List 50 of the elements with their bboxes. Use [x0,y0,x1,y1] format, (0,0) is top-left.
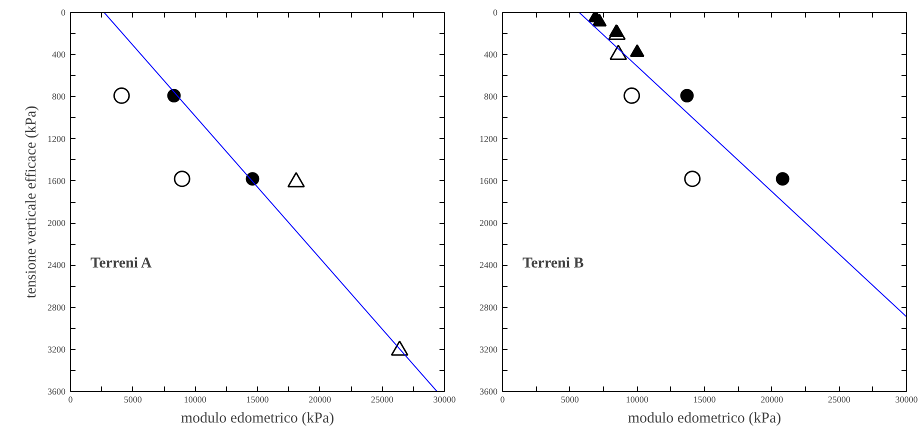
y-tick-label: 3200 [480,344,498,354]
y-tick-label: 3200 [48,344,66,354]
x-tick-label: 0 [500,394,506,404]
annotation: Terreni A [90,256,152,272]
y-axis-title: tensione verticale efficace (kPa) [24,106,40,298]
y-tick-label: 0 [61,8,66,18]
y-tick-label: 2400 [48,260,66,270]
y-tick-label: 1600 [48,176,66,186]
y-tick-label: 2000 [48,218,66,228]
x-tick-label: 10000 [184,394,207,404]
point [680,88,694,102]
y-tick-label: 2000 [480,218,498,228]
x-tick-label: 15000 [246,394,270,404]
y-tick-label: 1200 [48,134,66,144]
x-tick-label: 0 [68,394,74,404]
point [684,170,701,188]
point [624,87,640,104]
y-tick-label: 2800 [480,302,498,312]
point [287,172,305,188]
x-tick-label: 30000 [433,394,456,404]
x-tick-label: 10000 [626,394,649,404]
y-tick-label: 400 [484,50,498,60]
y-tick-label: 800 [484,92,498,102]
y-tick-label: 3600 [480,386,498,396]
y-tick-label: 3600 [48,386,66,396]
y-tick-label: 800 [52,92,66,102]
x-tick-label: 5000 [560,394,580,404]
x-axis-title: modulo edometrico (kPa) [628,410,782,426]
y-tick-label: 1200 [480,134,498,144]
point [167,88,181,102]
y-tick-label: 2400 [480,260,498,270]
point [113,87,130,104]
y-tick-label: 1600 [480,176,498,186]
point [630,44,644,58]
x-tick-label: 5000 [124,394,142,404]
x-tick-label: 15000 [693,394,716,404]
point [610,44,628,60]
y-tick-label: 0 [493,8,498,18]
x-tick-label: 20000 [760,394,784,404]
x-tick-label: 25000 [370,394,394,404]
x-axis-title: modulo edometrico (kPa) [180,410,334,426]
y-tick-label: 2800 [48,302,66,312]
point [776,172,790,186]
annotation: Terreni B [522,256,584,272]
x-tick-label: 25000 [828,394,851,404]
x-tick-label: 30000 [895,394,918,404]
y-tick-label: 400 [52,50,66,60]
point [592,14,607,26]
point [174,170,190,188]
x-tick-label: 20000 [308,394,332,404]
